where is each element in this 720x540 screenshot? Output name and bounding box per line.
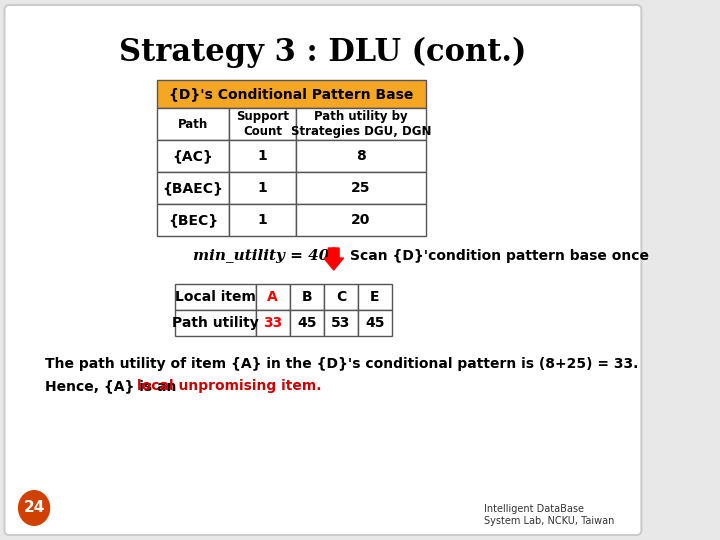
Text: Path utility: Path utility (172, 316, 258, 330)
FancyBboxPatch shape (289, 284, 324, 310)
Text: C: C (336, 290, 346, 304)
Text: local unpromising item.: local unpromising item. (137, 379, 322, 393)
FancyBboxPatch shape (4, 5, 642, 535)
Text: 1: 1 (258, 149, 267, 163)
Text: Path utility by
Strategies DGU, DGN: Path utility by Strategies DGU, DGN (291, 110, 431, 138)
FancyBboxPatch shape (296, 172, 426, 204)
Text: Hence, {A} is an: Hence, {A} is an (45, 379, 181, 393)
FancyBboxPatch shape (229, 204, 296, 236)
FancyBboxPatch shape (324, 310, 358, 336)
FancyBboxPatch shape (157, 172, 229, 204)
FancyBboxPatch shape (175, 284, 256, 310)
Text: The path utility of item {A} in the {D}'s conditional pattern is (8+25) = 33.: The path utility of item {A} in the {D}'… (45, 357, 638, 371)
Text: 1: 1 (258, 213, 267, 227)
FancyBboxPatch shape (296, 204, 426, 236)
FancyBboxPatch shape (296, 140, 426, 172)
Text: A: A (267, 290, 278, 304)
Text: Local item: Local item (175, 290, 256, 304)
Text: 8: 8 (356, 149, 366, 163)
Text: 20: 20 (351, 213, 371, 227)
Text: {D}'s Conditional Pattern Base: {D}'s Conditional Pattern Base (169, 87, 414, 101)
Text: B: B (302, 290, 312, 304)
FancyBboxPatch shape (157, 140, 229, 172)
Text: 1: 1 (258, 181, 267, 195)
Text: {BAEC}: {BAEC} (163, 181, 223, 195)
Circle shape (18, 490, 50, 526)
FancyBboxPatch shape (175, 310, 256, 336)
FancyBboxPatch shape (256, 310, 289, 336)
FancyBboxPatch shape (157, 204, 229, 236)
FancyBboxPatch shape (157, 108, 229, 140)
Text: 45: 45 (297, 316, 317, 330)
Text: Strategy 3 : DLU (cont.): Strategy 3 : DLU (cont.) (120, 36, 526, 68)
Text: Support
Count: Support Count (236, 110, 289, 138)
FancyBboxPatch shape (358, 310, 392, 336)
FancyBboxPatch shape (229, 108, 296, 140)
Text: {AC}: {AC} (173, 149, 213, 163)
FancyBboxPatch shape (256, 284, 289, 310)
FancyBboxPatch shape (229, 172, 296, 204)
Text: {BEC}: {BEC} (168, 213, 218, 227)
FancyBboxPatch shape (296, 108, 426, 140)
Text: Path: Path (178, 118, 208, 131)
Text: min_utility = 40: min_utility = 40 (193, 249, 329, 263)
Text: Scan {D}'condition pattern base once: Scan {D}'condition pattern base once (350, 249, 649, 263)
Text: 33: 33 (263, 316, 282, 330)
FancyBboxPatch shape (358, 284, 392, 310)
Text: Intelligent DataBase
System Lab, NCKU, Taiwan: Intelligent DataBase System Lab, NCKU, T… (484, 504, 614, 526)
Text: 53: 53 (331, 316, 351, 330)
FancyBboxPatch shape (157, 80, 426, 108)
Text: E: E (370, 290, 379, 304)
FancyBboxPatch shape (229, 140, 296, 172)
Text: 25: 25 (351, 181, 371, 195)
FancyBboxPatch shape (324, 284, 358, 310)
FancyBboxPatch shape (289, 310, 324, 336)
Text: 24: 24 (24, 501, 45, 516)
Text: 45: 45 (365, 316, 384, 330)
Polygon shape (324, 248, 343, 270)
